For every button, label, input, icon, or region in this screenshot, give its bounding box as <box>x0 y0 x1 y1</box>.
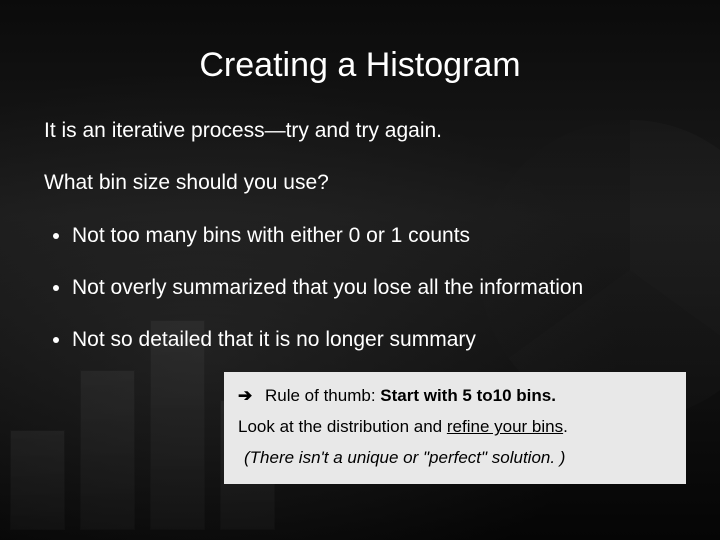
slide-title: Creating a Histogram <box>0 46 720 85</box>
callout-line-2a: Look at the distribution and <box>238 417 447 436</box>
callout-line-1: ➔ Rule of thumb: Start with 5 to10 bins. <box>238 382 672 409</box>
intro-line-2: What bin size should you use? <box>44 170 680 196</box>
callout-box: ➔ Rule of thumb: Start with 5 to10 bins.… <box>224 372 686 484</box>
slide: Creating a Histogram It is an iterative … <box>0 0 720 540</box>
bullet-list: Not too many bins with either 0 or 1 cou… <box>44 223 680 354</box>
bullet-item: Not so detailed that it is no longer sum… <box>72 327 680 353</box>
slide-body: It is an iterative process—try and try a… <box>44 118 680 379</box>
arrow-icon: ➔ <box>238 382 252 409</box>
callout-line-2: Look at the distribution and refine your… <box>238 413 672 440</box>
callout-line-3: (There isn't a unique or "perfect" solut… <box>238 444 672 471</box>
callout-line-2b: . <box>563 417 568 436</box>
rule-bold: Start with 5 to10 bins. <box>380 386 556 405</box>
bullet-item: Not overly summarized that you lose all … <box>72 275 680 301</box>
intro-line-1: It is an iterative process—try and try a… <box>44 118 680 144</box>
bullet-item: Not too many bins with either 0 or 1 cou… <box>72 223 680 249</box>
callout-line-2-underline: refine your bins <box>447 417 563 436</box>
rule-prefix: Rule of thumb: <box>265 386 380 405</box>
